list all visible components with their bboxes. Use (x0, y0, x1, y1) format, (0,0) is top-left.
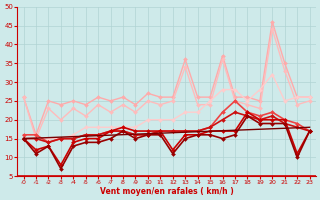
X-axis label: Vent moyen/en rafales ( km/h ): Vent moyen/en rafales ( km/h ) (100, 187, 234, 196)
